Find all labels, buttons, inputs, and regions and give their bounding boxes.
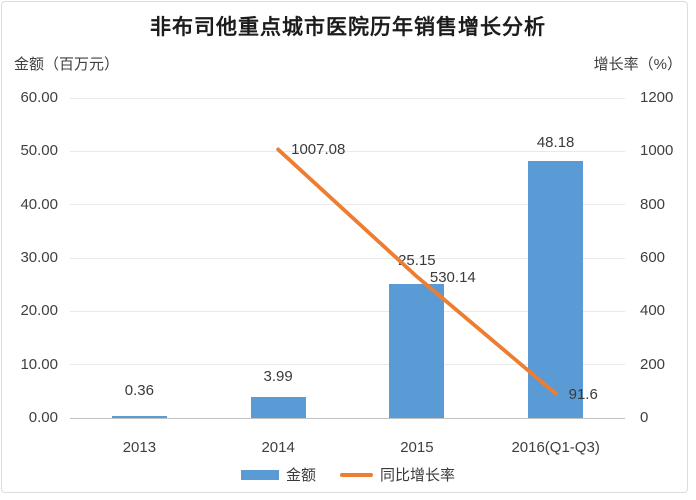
bar-2015 — [389, 283, 445, 418]
legend: 金额 同比增长率 — [0, 464, 696, 485]
left-axis-tick: 10.00 — [20, 355, 58, 373]
right-axis-tick: 200 — [640, 355, 666, 373]
left-axis-tick: 60.00 — [20, 89, 58, 106]
left-axis-tick: 50.00 — [20, 142, 58, 160]
left-axis-title: 金额（百万元） — [14, 56, 120, 73]
gridline — [70, 257, 625, 259]
bar-value-label: 48.18 — [536, 134, 575, 152]
bar-2016(Q1-Q3) — [528, 161, 584, 418]
x-axis-label-2013: 2013 — [122, 439, 157, 456]
chart-title: 非布司他重点城市医院历年销售增长分析 — [150, 16, 546, 39]
legend-label-growth-rate: 同比增长率 — [380, 467, 456, 484]
bar-value-label: 0.36 — [124, 382, 154, 400]
bar-2014 — [250, 396, 306, 418]
left-axis-tick: 40.00 — [20, 195, 58, 213]
x-axis-line — [70, 417, 625, 419]
right-axis-tick: 0 — [640, 409, 649, 426]
gridline — [70, 204, 625, 206]
gridline — [70, 97, 625, 99]
gridline — [70, 150, 625, 152]
right-axis-title: 增长率（%） — [593, 56, 682, 73]
line-value-label: 530.14 — [429, 268, 476, 286]
left-axis-tick: 0.00 — [28, 409, 58, 426]
line-value-label: 1007.08 — [291, 141, 346, 159]
bar-2013 — [111, 416, 167, 418]
right-axis-tick: 400 — [640, 302, 666, 320]
bar-value-label: 25.15 — [398, 251, 436, 269]
line-series-swatch-icon — [340, 472, 373, 477]
left-axis-tick: 30.00 — [20, 249, 58, 266]
bar-series-swatch-icon — [240, 469, 279, 480]
gridline — [70, 310, 625, 312]
legend-label-amount: 金额 — [285, 467, 316, 484]
right-axis-tick: 600 — [640, 249, 666, 266]
bar-value-label: 3.99 — [263, 367, 293, 385]
right-axis-tick: 1200 — [640, 89, 674, 106]
x-axis-label-2015: 2015 — [400, 439, 434, 456]
x-axis-label-2016(Q1-Q3): 2016(Q1-Q3) — [511, 439, 600, 456]
right-axis-tick: 800 — [640, 195, 666, 213]
right-axis-tick: 1000 — [640, 142, 674, 160]
x-axis-label-2014: 2014 — [261, 439, 295, 456]
left-axis-tick: 20.00 — [20, 302, 58, 320]
line-value-label: 91.6 — [568, 385, 598, 403]
gridline — [70, 364, 625, 366]
legend-item-growth-rate: 同比增长率 — [340, 464, 455, 485]
legend-item-amount: 金额 — [240, 464, 316, 485]
